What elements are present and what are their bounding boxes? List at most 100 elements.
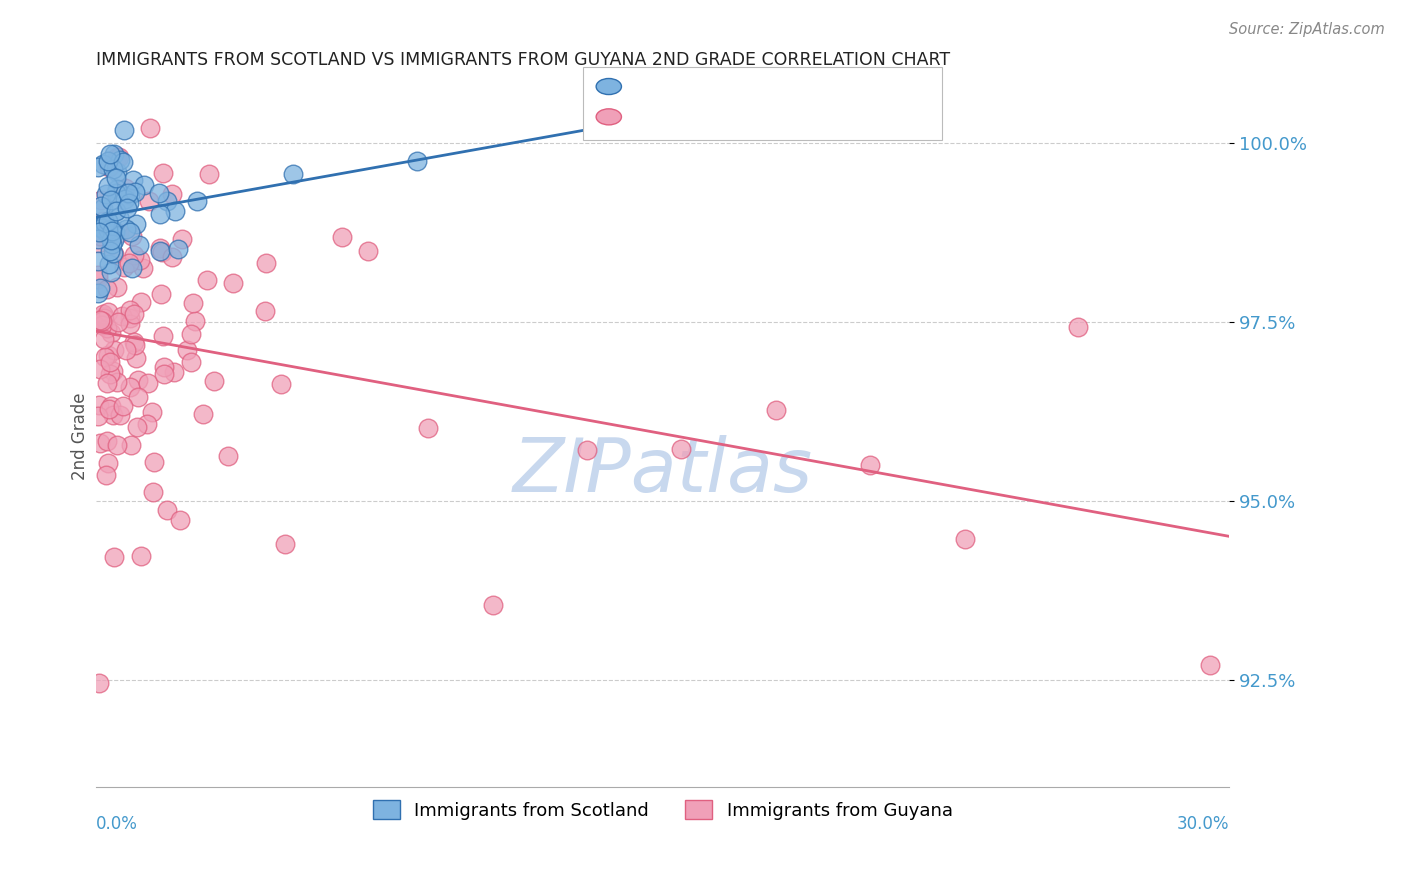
Point <box>103 233 125 247</box>
Point <box>135 417 157 431</box>
Point <box>138 194 160 208</box>
Point <box>96 468 118 483</box>
Point <box>148 186 170 200</box>
Point <box>180 327 202 342</box>
Point <box>98 147 121 161</box>
Point <box>765 403 787 417</box>
Point <box>98 244 121 259</box>
Point <box>131 549 153 563</box>
Point <box>122 172 145 186</box>
Point <box>87 398 110 412</box>
Point <box>97 154 120 169</box>
Point <box>87 225 110 239</box>
Point <box>132 261 155 276</box>
Point <box>101 222 124 236</box>
Point <box>97 348 120 362</box>
Point <box>148 207 170 221</box>
Point <box>481 598 503 612</box>
Point <box>274 537 297 551</box>
Text: 116: 116 <box>810 108 848 126</box>
Point <box>97 214 120 228</box>
Point <box>114 193 136 207</box>
Point <box>152 166 174 180</box>
Point <box>107 210 129 224</box>
Point <box>180 355 202 369</box>
Point <box>94 224 117 238</box>
Point <box>97 179 120 194</box>
Point <box>91 318 114 333</box>
Point <box>87 272 110 286</box>
Point <box>124 185 146 199</box>
Point <box>122 248 145 262</box>
Point <box>108 226 131 240</box>
Point <box>98 367 121 381</box>
Point <box>97 304 120 318</box>
Point <box>91 314 114 328</box>
Point <box>105 165 128 179</box>
Point <box>186 194 208 209</box>
Point <box>270 376 292 391</box>
Point <box>121 260 143 275</box>
Point <box>108 409 131 423</box>
Point <box>96 320 118 334</box>
Point <box>330 230 353 244</box>
Point <box>89 229 111 244</box>
Point <box>156 502 179 516</box>
Point <box>170 231 193 245</box>
Text: Source: ZipAtlas.com: Source: ZipAtlas.com <box>1229 22 1385 37</box>
Point <box>281 167 304 181</box>
Point <box>127 373 149 387</box>
Point <box>118 225 141 239</box>
Point <box>120 188 142 202</box>
Point <box>859 458 882 472</box>
Point <box>124 338 146 352</box>
Point <box>105 279 128 293</box>
Point <box>115 343 138 357</box>
Point <box>134 178 156 193</box>
Point <box>108 150 131 164</box>
Point <box>149 287 172 301</box>
Point <box>90 214 112 228</box>
Point <box>129 294 152 309</box>
Y-axis label: 2nd Grade: 2nd Grade <box>72 392 89 480</box>
Point <box>191 408 214 422</box>
Point <box>87 254 110 268</box>
Point <box>195 273 218 287</box>
Point <box>100 233 122 247</box>
Point <box>96 434 118 449</box>
Point <box>115 222 138 236</box>
Point <box>91 157 114 171</box>
Point <box>105 438 128 452</box>
Point <box>120 438 142 452</box>
Text: R =: R = <box>634 108 673 126</box>
Legend: Immigrants from Scotland, Immigrants from Guyana: Immigrants from Scotland, Immigrants fro… <box>366 793 960 827</box>
Point <box>418 421 440 435</box>
Point <box>128 252 150 267</box>
Point <box>97 223 120 237</box>
Point <box>105 150 128 164</box>
Point <box>152 329 174 343</box>
Point <box>93 311 115 326</box>
Point <box>93 217 115 231</box>
Point <box>118 310 141 325</box>
Point <box>87 409 110 423</box>
Point <box>94 350 117 364</box>
Point <box>149 241 172 255</box>
Point <box>1199 657 1222 672</box>
Point <box>163 364 186 378</box>
Text: N =: N = <box>758 108 797 126</box>
Point <box>222 276 245 290</box>
Point <box>202 374 225 388</box>
Text: 64: 64 <box>810 78 835 95</box>
Point <box>111 309 134 323</box>
Point <box>184 313 207 327</box>
Point <box>143 455 166 469</box>
Point <box>91 221 114 235</box>
Text: -0.430: -0.430 <box>688 108 752 126</box>
Point <box>101 236 124 251</box>
Point <box>169 513 191 527</box>
Point <box>953 532 976 546</box>
Point <box>98 160 121 174</box>
Point <box>110 153 132 167</box>
Point <box>98 354 121 368</box>
